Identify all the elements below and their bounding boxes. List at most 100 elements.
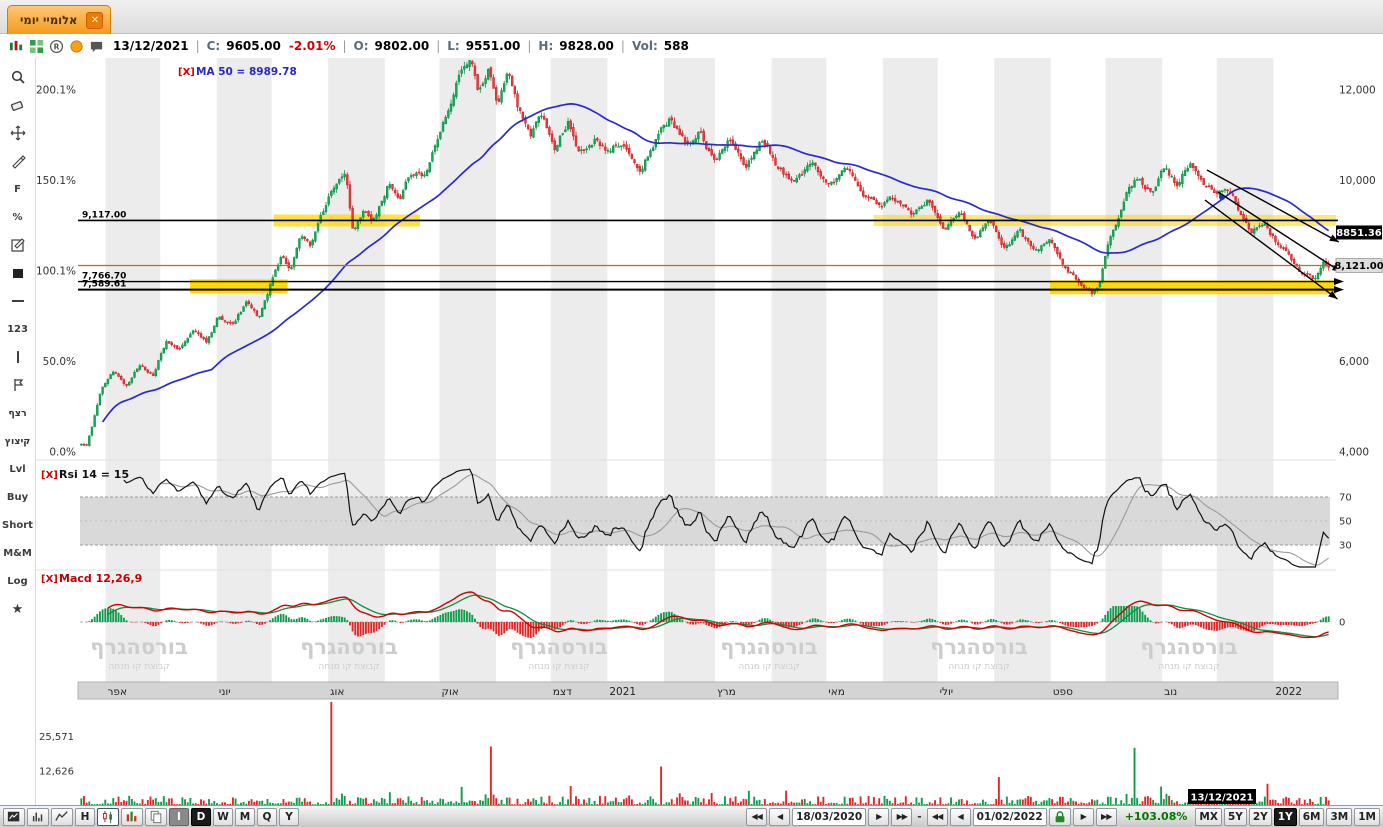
svg-text:[X]: [X]	[178, 67, 195, 78]
eraser-tool-icon[interactable]	[3, 92, 33, 118]
separator: |	[527, 39, 532, 53]
quote-field-label: O:	[353, 39, 369, 53]
svg-text:ספט: ספט	[1053, 686, 1073, 698]
quote-field-value: 588	[663, 39, 689, 53]
tab-close-icon[interactable]: ✕	[86, 11, 104, 29]
svg-text:יולי: יולי	[940, 686, 954, 698]
svg-text:בורסהגרף: בורסהגרף	[720, 635, 818, 659]
horizontal-line-tool-icon[interactable]	[3, 288, 33, 314]
svg-text:0: 0	[1339, 618, 1345, 629]
ratzef-tool[interactable]: רצף	[8, 407, 27, 419]
lock-range-button-icon[interactable]	[1048, 807, 1071, 826]
percent-tool[interactable]: %	[12, 211, 23, 223]
range-end-last-button[interactable]: ▶▶	[1095, 807, 1117, 826]
quote-bar: R 13/12/2021 | C: 9605.00 -2.01% | O: 9802.00 | L:…	[0, 34, 1383, 58]
annotation-tool-icon[interactable]	[3, 232, 33, 258]
svg-text:R: R	[53, 42, 59, 51]
svg-text:2021: 2021	[609, 686, 636, 698]
range-end-date[interactable]: 01/02/2022	[972, 807, 1047, 826]
svg-text:MA 50 = 8989.78: MA 50 = 8989.78	[196, 66, 297, 78]
total-change-percent[interactable]: +103.08%	[1124, 810, 1188, 823]
range-start-first-button[interactable]: ◀◀	[746, 807, 768, 826]
range-5y-button[interactable]: 5Y	[1223, 807, 1247, 826]
quote-date: 13/12/2021	[113, 39, 189, 53]
zoom-tool-icon[interactable]	[3, 64, 33, 90]
pan-tool-icon[interactable]	[3, 120, 33, 146]
svg-text:50.0%: 50.0%	[43, 356, 76, 368]
price-chart-canvas[interactable]: בורסהגרף קבוצת קו מנחה בורסהגרף קבוצת קו מנ…	[36, 58, 1383, 805]
svg-text:4,000: 4,000	[1339, 447, 1369, 459]
range-2y-button[interactable]: 2Y	[1248, 807, 1272, 826]
registered-icon[interactable]: R	[48, 38, 64, 54]
pencil-tool-icon[interactable]	[3, 148, 33, 174]
comments-icon[interactable]	[88, 38, 104, 54]
vertical-line-tool-icon[interactable]	[3, 344, 33, 370]
separator: |	[195, 39, 200, 53]
favorites-tool[interactable]: ★	[11, 601, 24, 617]
intraday-interval-button[interactable]: I	[169, 807, 189, 826]
chart-settings-button-icon[interactable]	[3, 807, 25, 826]
duplicate-button-icon[interactable]	[145, 807, 167, 826]
svg-text:12,000: 12,000	[1339, 85, 1376, 97]
quote-field-value: 9605.00	[226, 39, 281, 53]
range-end-next-button[interactable]: ▶	[1072, 807, 1094, 826]
svg-text:Rsi 14 = 15: Rsi 14 = 15	[59, 468, 129, 481]
svg-text:בורסהגרף: בורסהגרף	[510, 635, 608, 659]
bottom-toolbar: H I D W M Q Y ◀◀ ◀ 18/03/2020 ▶ ▶▶ - ◀◀ ◀ 01/02/2022 ▶ ▶▶…	[0, 805, 1383, 827]
svg-text:מאי: מאי	[828, 686, 845, 698]
range-1y-button[interactable]: 1Y	[1273, 807, 1297, 826]
svg-text:בורסהגרף: בורסהגרף	[1140, 635, 1238, 659]
level-tool[interactable]: Lvl	[9, 463, 26, 475]
monthly-interval-button[interactable]: M	[235, 807, 255, 826]
range-6m-button[interactable]: 6M	[1298, 807, 1325, 826]
svg-text:150.1%: 150.1%	[36, 175, 76, 187]
svg-text:בורסהגרף: בורסהגרף	[930, 635, 1028, 659]
chart-type-icon[interactable]	[8, 38, 24, 54]
quote-field-label: C:	[206, 39, 221, 53]
fib-tool[interactable]: F	[14, 183, 21, 195]
tab-title: אלומיי יומי	[20, 13, 78, 27]
svg-text:9,117.00: 9,117.00	[82, 210, 126, 220]
svg-text:2022: 2022	[1275, 686, 1302, 698]
svg-text:קבוצת קו מנחה: קבוצת קו מנחה	[738, 662, 799, 672]
layout-grid-icon[interactable]	[28, 38, 44, 54]
svg-text:אפר: אפר	[108, 686, 128, 698]
candle-style-button-icon[interactable]	[97, 807, 119, 826]
flag-tool-icon[interactable]	[3, 372, 33, 398]
volume-bars-button-icon[interactable]	[121, 807, 143, 826]
svg-text:70: 70	[1339, 493, 1352, 504]
range-start-date[interactable]: 18/03/2020	[792, 807, 867, 826]
line-style-button-icon[interactable]	[51, 807, 73, 826]
log-tool[interactable]: Log	[7, 575, 28, 587]
range-end-first-button[interactable]: ◀◀	[926, 807, 948, 826]
hour-interval-button[interactable]: H	[75, 807, 95, 826]
daily-interval-button[interactable]: D	[191, 807, 211, 826]
svg-text:קבוצת קו מנחה: קבוצת קו מנחה	[948, 662, 1009, 672]
range-start-next-button[interactable]: ▶	[868, 807, 890, 826]
alerts-icon[interactable]	[68, 38, 84, 54]
range-end-prev-button[interactable]: ◀	[949, 807, 971, 826]
svg-text:50: 50	[1339, 517, 1352, 528]
short-tool[interactable]: Short	[2, 519, 33, 531]
range-start-prev-button[interactable]: ◀	[769, 807, 791, 826]
quarterly-interval-button[interactable]: Q	[257, 807, 277, 826]
indicators-button-icon[interactable]	[27, 807, 49, 826]
fill-tool-icon[interactable]	[3, 260, 33, 286]
kitzutz-tool[interactable]: קיצוץ	[4, 435, 31, 447]
svg-text:[X]: [X]	[41, 574, 58, 585]
quote-field-label: H:	[538, 39, 554, 53]
svg-text:30: 30	[1339, 541, 1352, 552]
yearly-interval-button[interactable]: Y	[279, 807, 299, 826]
buy-tool[interactable]: Buy	[6, 491, 29, 503]
range-start-last-button[interactable]: ▶▶	[891, 807, 913, 826]
chart-tab[interactable]: אלומיי יומי ✕	[7, 5, 112, 34]
numbers-tool[interactable]: 123	[7, 323, 28, 335]
range-mx-button[interactable]: MX	[1195, 807, 1222, 826]
svg-text:יוני: יוני	[219, 686, 231, 698]
mm-tool[interactable]: M&M	[3, 547, 32, 559]
range-3m-button[interactable]: 3M	[1326, 807, 1353, 826]
svg-text:[X]: [X]	[41, 470, 58, 481]
range-1m-button[interactable]: 1M	[1354, 807, 1380, 826]
svg-text:13/12/2021: 13/12/2021	[1191, 793, 1254, 804]
weekly-interval-button[interactable]: W	[213, 807, 233, 826]
